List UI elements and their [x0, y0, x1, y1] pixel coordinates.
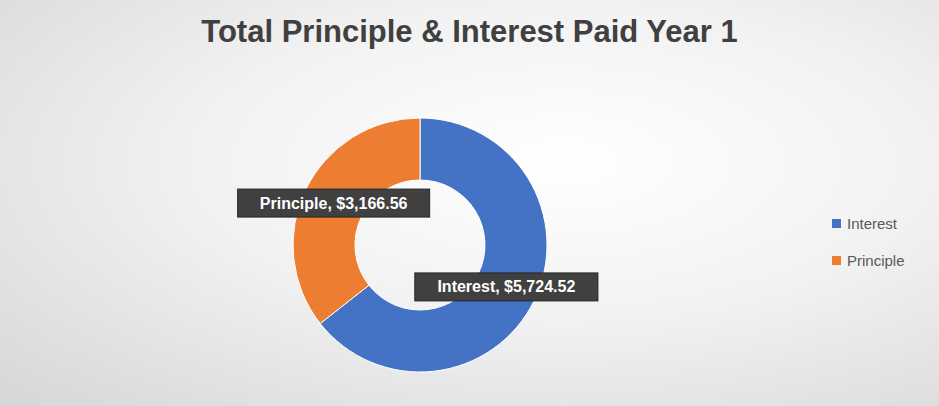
svg-text:Interest, $5,724.52: Interest, $5,724.52	[437, 278, 575, 295]
html-text:Principle: Principle	[847, 252, 905, 269]
html-text:Total Principle & Interest Pai: Total Principle & Interest Paid Year 1	[201, 14, 738, 49]
html-text:Interest: Interest	[847, 215, 897, 232]
svg-text:Principle, $3,166.56: Principle, $3,166.56	[260, 195, 408, 212]
